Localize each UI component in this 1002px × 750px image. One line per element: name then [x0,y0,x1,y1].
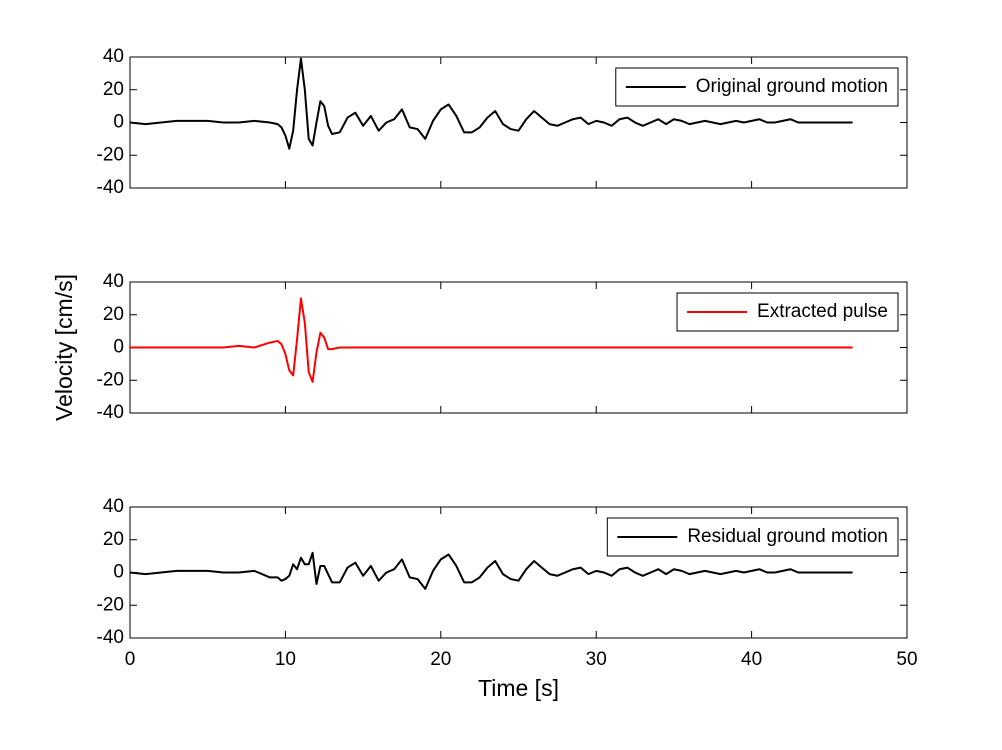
x-tick-label: 0 [125,649,136,670]
x-tick-label: 40 [741,649,762,670]
subplot: -40 -20 0 20 40 Velocity [cm/s] Extracted puls… [51,271,908,423]
y-tick-label: 20 [103,304,124,325]
x-axis-label: Time [s] [478,675,559,701]
y-axis-label: Velocity [cm/s] [51,274,77,421]
y-tick-label: -20 [97,594,124,615]
y-tick-label: 40 [103,496,124,517]
y-tick-label: -40 [97,402,124,423]
legend: Original ground motion [615,67,899,107]
y-tick-label: 0 [113,562,124,583]
subplot: -40 -20 0 20 40 0 10 20 30 40 50 Time [s] Residual g… [97,496,918,701]
y-tick-label: 20 [103,529,124,550]
y-tick-label: -20 [97,369,124,390]
data-line [129,551,853,590]
subplot: -40 -20 0 20 40 Original ground motion [97,46,908,198]
y-tick-label: -20 [97,144,124,165]
y-tick-label: 40 [103,46,124,67]
y-tick-label: 0 [113,112,124,133]
data-line [129,57,853,150]
data-line [130,297,853,383]
y-tick-label: -40 [97,177,124,198]
legend: Extracted pulse [676,292,899,332]
x-tick-label: 30 [586,649,607,670]
legend-label: Extracted pulse [757,301,888,322]
x-tick-label: 50 [896,649,917,670]
y-tick-label: 20 [103,79,124,100]
y-tick-label: 0 [113,337,124,358]
legend-label: Residual ground motion [687,526,888,547]
legend: Residual ground motion [606,517,899,557]
legend-label: Original ground motion [696,76,888,97]
y-tick-label: 40 [103,271,124,292]
x-tick-label: 20 [430,649,451,670]
x-tick-label: 10 [275,649,296,670]
y-tick-label: -40 [97,627,124,648]
legend-box [615,67,899,107]
